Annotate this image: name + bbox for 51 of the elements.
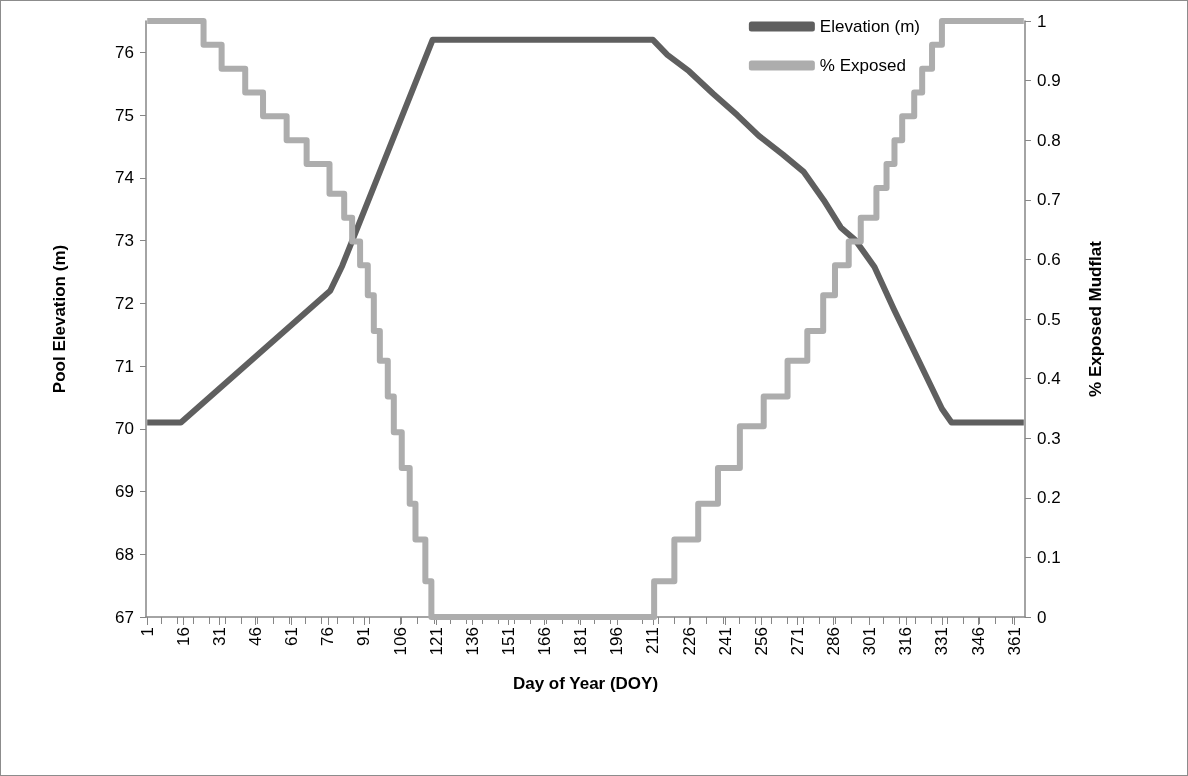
x-tick-label: 271: [787, 627, 807, 656]
y2-tick-label: 0.5: [1037, 309, 1061, 329]
x-tick-label: 1: [137, 627, 157, 637]
y-tick-label: 67: [115, 607, 134, 627]
y2-tick-label: 0.7: [1037, 190, 1061, 210]
x-axis-title: Day of Year (DOY): [512, 674, 659, 693]
y2-axis-title: % Exposed Mudflat: [1086, 240, 1105, 397]
y2-tick-label: 0.8: [1037, 130, 1061, 150]
y-tick-label: 70: [115, 419, 134, 439]
y-tick-label: 76: [115, 42, 134, 62]
y2-tick-label: 0.1: [1037, 547, 1061, 567]
x-tick-label: 361: [1004, 627, 1024, 656]
x-tick-label: 76: [318, 627, 338, 646]
x-tick-label: 226: [679, 627, 699, 656]
x-tick-label: 256: [751, 627, 771, 656]
legend-label: Elevation (m): [819, 17, 920, 36]
y-tick-label: 71: [115, 356, 134, 376]
y-tick-label: 72: [115, 293, 134, 313]
x-tick-label: 316: [896, 627, 916, 656]
x-tick-label: 286: [824, 627, 844, 656]
x-tick-label: 91: [354, 627, 374, 646]
y2-tick-label: 0.2: [1037, 488, 1061, 508]
y2-tick-label: 0.3: [1037, 428, 1061, 448]
y-tick-label: 69: [115, 482, 134, 502]
y-tick-label: 73: [115, 231, 134, 251]
x-tick-label: 241: [715, 627, 735, 656]
x-tick-label: 31: [209, 627, 229, 646]
y2-tick-label: 0.4: [1037, 369, 1061, 389]
x-tick-label: 106: [390, 627, 410, 656]
legend-label: % Exposed: [819, 56, 906, 75]
x-tick-label: 211: [643, 627, 663, 655]
x-tick-label: 136: [462, 627, 482, 656]
x-tick-label: 61: [282, 627, 302, 646]
y2-tick-label: 0.9: [1037, 71, 1061, 91]
x-tick-label: 331: [932, 627, 952, 656]
y2-tick-label: 1: [1037, 11, 1047, 31]
y-tick-label: 68: [115, 544, 134, 564]
x-tick-label: 346: [968, 627, 988, 656]
y2-tick-label: 0.6: [1037, 249, 1061, 269]
x-tick-label: 166: [535, 627, 555, 656]
x-tick-label: 121: [426, 627, 446, 656]
x-tick-label: 16: [173, 627, 193, 646]
y-tick-label: 75: [115, 105, 134, 125]
x-tick-label: 46: [246, 627, 266, 646]
y-axis-title: Pool Elevation (m): [50, 244, 69, 394]
y2-tick-label: 0: [1037, 607, 1047, 627]
y-tick-label: 74: [115, 168, 134, 188]
x-tick-label: 151: [498, 627, 518, 656]
x-tick-label: 181: [571, 627, 591, 656]
x-tick-label: 196: [607, 627, 627, 656]
x-tick-label: 301: [860, 627, 880, 656]
